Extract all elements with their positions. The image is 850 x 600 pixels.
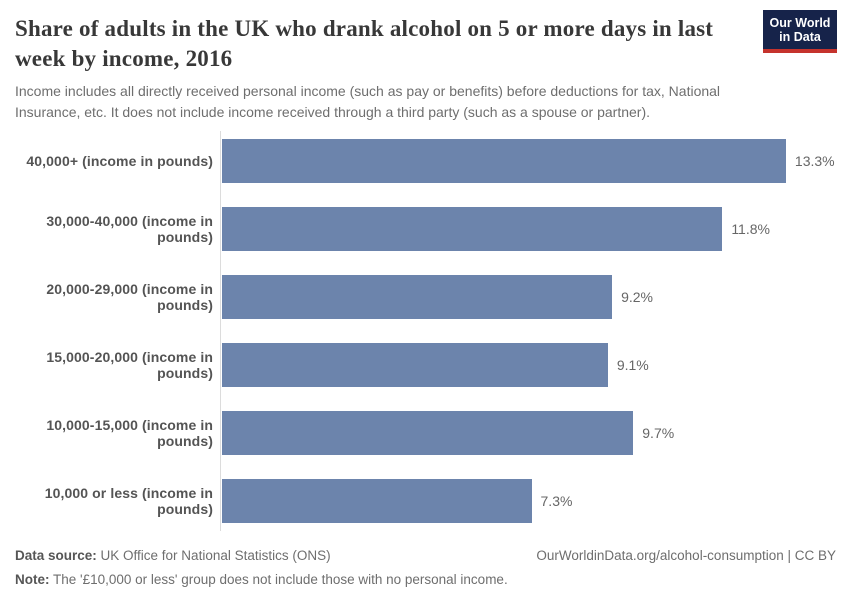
- bar-zone: 9.2%: [222, 275, 653, 319]
- chart-row: 40,000+ (income in pounds) 13.3%: [14, 127, 836, 195]
- bar-rows: 40,000+ (income in pounds) 13.3% 30,000-40…: [14, 127, 836, 535]
- chart-subtitle: Income includes all directly received pe…: [15, 83, 721, 120]
- category-label: 30,000-40,000 (income in pounds): [46, 213, 213, 245]
- bar-chart: 40,000+ (income in pounds) 13.3% 30,000-40…: [14, 127, 836, 535]
- chart-row: 30,000-40,000 (income in pounds) 11.8%: [14, 195, 836, 263]
- chart-header: Share of adults in the UK who drank alco…: [0, 0, 850, 123]
- owid-logo[interactable]: Our World in Data: [763, 10, 837, 53]
- category-label: 15,000-20,000 (income in pounds): [46, 349, 213, 381]
- category-label: 10,000 or less (income in pounds): [44, 485, 213, 517]
- note-label: Note:: [15, 572, 50, 587]
- value-label: 9.7%: [642, 425, 675, 441]
- bar-zone: 9.1%: [222, 343, 649, 387]
- value-label: 7.3%: [540, 493, 573, 509]
- category-label: 20,000-29,000 (income in pounds): [46, 281, 213, 313]
- bar-zone: 7.3%: [222, 479, 572, 523]
- bar[interactable]: [222, 207, 723, 251]
- data-source: Data source: UK Office for National Stat…: [15, 547, 331, 564]
- bar[interactable]: [222, 411, 634, 455]
- chart-row: 10,000 or less (income in pounds) 7.3%: [14, 467, 836, 535]
- chart-row: 10,000-15,000 (income in pounds) 9.7%: [14, 399, 836, 467]
- category-label: 10,000-15,000 (income in pounds): [46, 417, 213, 449]
- category-label: 40,000+ (income in pounds): [26, 153, 213, 169]
- chart-row: 20,000-29,000 (income in pounds) 9.2%: [14, 263, 836, 331]
- value-label: 13.3%: [794, 153, 835, 169]
- y-axis-line: [220, 131, 221, 531]
- value-label: 9.1%: [616, 357, 649, 373]
- chart-row: 15,000-20,000 (income in pounds) 9.1%: [14, 331, 836, 399]
- bar-zone: 11.8%: [222, 207, 770, 251]
- data-source-text: UK Office for National Statistics (ONS): [96, 548, 331, 563]
- owid-logo-line2: in Data: [779, 30, 821, 44]
- bar[interactable]: [222, 479, 532, 523]
- bar[interactable]: [222, 139, 786, 183]
- chart-footer: Data source: UK Office for National Stat…: [15, 547, 836, 588]
- bar-zone: 13.3%: [222, 139, 835, 183]
- chart-title: Share of adults in the UK who drank alco…: [15, 16, 714, 71]
- chart-note: Note: The '£10,000 or less' group does n…: [15, 571, 836, 588]
- note-text: The '£10,000 or less' group does not inc…: [49, 572, 508, 587]
- bar-zone: 9.7%: [222, 411, 674, 455]
- owid-logo-line1: Our World: [769, 16, 831, 30]
- value-label: 11.8%: [731, 221, 770, 237]
- owid-link[interactable]: OurWorldinData.org/alcohol-consumption |…: [536, 548, 836, 563]
- data-source-label: Data source:: [15, 548, 97, 563]
- value-label: 9.2%: [621, 289, 653, 305]
- bar[interactable]: [222, 275, 613, 319]
- bar[interactable]: [222, 343, 608, 387]
